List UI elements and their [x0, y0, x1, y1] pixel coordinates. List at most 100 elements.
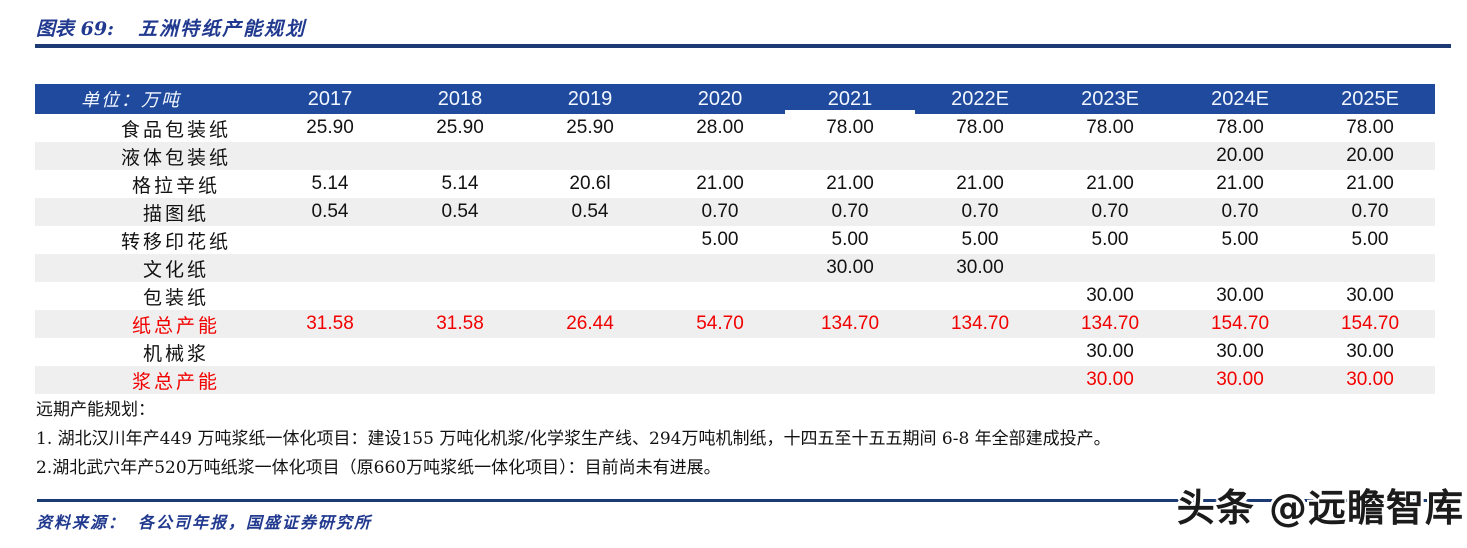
table-cell: 54.70 — [696, 313, 744, 334]
column-header-2021: 2021 — [785, 84, 915, 114]
notes-section: 远期产能规划： 1. 湖北汉川年产449 万吨浆纸一体化项目：建设155 万吨化… — [36, 396, 1436, 483]
row-label: 纸总产能 — [131, 314, 220, 337]
column-header-2024E: 2024E — [1211, 87, 1269, 110]
table-cell — [915, 142, 1045, 170]
table-cell: 5.14 — [441, 173, 479, 194]
table-cell: 0.54 — [441, 201, 479, 222]
table-cell: 78.00 — [826, 117, 874, 138]
column-header-2023E: 2023E — [1081, 87, 1139, 110]
table-cell: 21.00 — [956, 173, 1004, 194]
row-label: 浆总产能 — [131, 370, 220, 393]
table-cell — [785, 338, 915, 366]
table-row-7: 包装纸 30.00 30.00 30.00 — [35, 282, 1435, 310]
table-cell: 25.90 — [436, 117, 484, 138]
table-cell — [1305, 254, 1435, 282]
table-cell: 25.90 — [566, 117, 614, 138]
table-cell — [265, 254, 395, 282]
table-row-8: 纸总产能 31.58 31.58 26.44 54.70 134.70 134.70 134.… — [35, 310, 1435, 338]
row-label: 文化纸 — [142, 258, 209, 281]
notes-heading: 远期产能规划： — [36, 400, 155, 420]
table-cell: 134.70 — [1080, 313, 1140, 334]
table-row-2: 液体包装纸 20.00 20.00 — [35, 142, 1435, 170]
table-cell: 30.00 — [1086, 341, 1134, 362]
row-label: 格拉辛纸 — [131, 174, 220, 197]
table-body: 食品包装纸 25.90 25.90 25.90 28.00 78.00 78.00 78.00… — [35, 114, 1435, 394]
table-cell — [1175, 254, 1305, 282]
table-cell: 78.00 — [1216, 117, 1264, 138]
table-cell — [655, 366, 785, 394]
table-row-4: 描图纸 0.54 0.54 0.54 0.70 0.70 0.70 0.70 0.70 0.70 — [35, 198, 1435, 226]
table-cell: 134.70 — [820, 313, 880, 334]
row-label: 包装纸 — [142, 286, 209, 309]
table-cell: 30.00 — [826, 257, 874, 278]
table-cell — [915, 338, 1045, 366]
table-cell — [655, 254, 785, 282]
table-cell: 30.00 — [1216, 369, 1264, 390]
table-row-6: 文化纸 30.00 30.00 — [35, 254, 1435, 282]
table-cell: 30.00 — [1216, 341, 1264, 362]
capacity-table: 单位：万吨 2017 2018 2019 2020 2021 2022E 2023E 2024E… — [35, 84, 1435, 394]
table-header-row: 单位：万吨 2017 2018 2019 2020 2021 2022E 2023E 2024E… — [35, 84, 1435, 114]
source-text: 各公司年报，国盛证券研究所 — [138, 513, 373, 532]
table-cell — [785, 282, 915, 310]
table-cell: 0.70 — [1091, 201, 1129, 222]
table-cell — [785, 366, 915, 394]
table-cell: 30.00 — [1086, 369, 1134, 390]
note-item-1: 1. 湖北汉川年产449 万吨浆纸一体化项目：建设155 万吨化机浆/化学浆生产… — [36, 429, 1111, 449]
table-cell — [525, 282, 655, 310]
table-cell — [525, 226, 655, 254]
table-cell — [265, 142, 395, 170]
table-cell: 20.00 — [1216, 145, 1264, 166]
table-cell: 21.00 — [826, 173, 874, 194]
column-header-2020: 2020 — [697, 87, 743, 110]
source-line: 资料来源： 各公司年报，国盛证券研究所 — [36, 509, 372, 533]
table-cell: 31.58 — [306, 313, 354, 334]
table-cell: 5.00 — [1221, 229, 1259, 250]
footer-rule — [37, 499, 1461, 502]
table-cell: 30.00 — [1346, 369, 1394, 390]
table-cell: 21.00 — [1216, 173, 1264, 194]
watermark: 头条 @远瞻智库 — [1176, 486, 1464, 530]
table-cell: 28.00 — [696, 117, 744, 138]
table-cell — [655, 338, 785, 366]
column-header-2019: 2019 — [567, 87, 613, 110]
column-header-2017: 2017 — [307, 87, 353, 110]
table-cell: 0.70 — [961, 201, 999, 222]
table-cell: 20.00 — [1346, 145, 1394, 166]
table-row-9: 机械浆 30.00 30.00 30.00 — [35, 338, 1435, 366]
table-cell: 5.00 — [701, 229, 739, 250]
table-cell — [395, 254, 525, 282]
table-cell: 21.00 — [1086, 173, 1134, 194]
table-row-5: 转移印花纸 5.00 5.00 5.00 5.00 5.00 5.00 — [35, 226, 1435, 254]
table-cell: 0.54 — [571, 201, 609, 222]
table-cell: 31.58 — [436, 313, 484, 334]
row-label: 转移印花纸 — [120, 230, 231, 253]
table-row-1: 食品包装纸 25.90 25.90 25.90 28.00 78.00 78.00 78.00… — [35, 114, 1435, 142]
table-cell: 30.00 — [1086, 285, 1134, 306]
row-label: 食品包装纸 — [120, 118, 231, 141]
source-label: 资料来源： — [36, 513, 127, 532]
table-cell — [525, 366, 655, 394]
table-cell: 21.00 — [1346, 173, 1394, 194]
table-cell — [395, 338, 525, 366]
table-cell: 0.54 — [311, 201, 349, 222]
unit-header: 单位：万吨 — [81, 90, 181, 111]
table-cell: 20.6l — [569, 173, 611, 194]
table-cell: 78.00 — [1346, 117, 1394, 138]
table-cell — [525, 254, 655, 282]
row-label: 描图纸 — [142, 202, 209, 225]
table-cell — [265, 338, 395, 366]
table-cell: 26.44 — [566, 313, 614, 334]
figure-caption: 图表 69: 五洲特纸产能规划 — [36, 12, 306, 42]
table-cell — [395, 366, 525, 394]
table-cell — [265, 366, 395, 394]
table-cell: 5.00 — [831, 229, 869, 250]
table-cell — [525, 338, 655, 366]
table-cell — [785, 142, 915, 170]
table-cell: 5.14 — [311, 173, 349, 194]
table-cell — [395, 142, 525, 170]
table-cell: 0.70 — [701, 201, 739, 222]
row-label: 液体包装纸 — [120, 146, 231, 169]
row-label: 机械浆 — [142, 342, 209, 365]
figure-caption-title: 五洲特纸产能规划 — [138, 17, 307, 40]
